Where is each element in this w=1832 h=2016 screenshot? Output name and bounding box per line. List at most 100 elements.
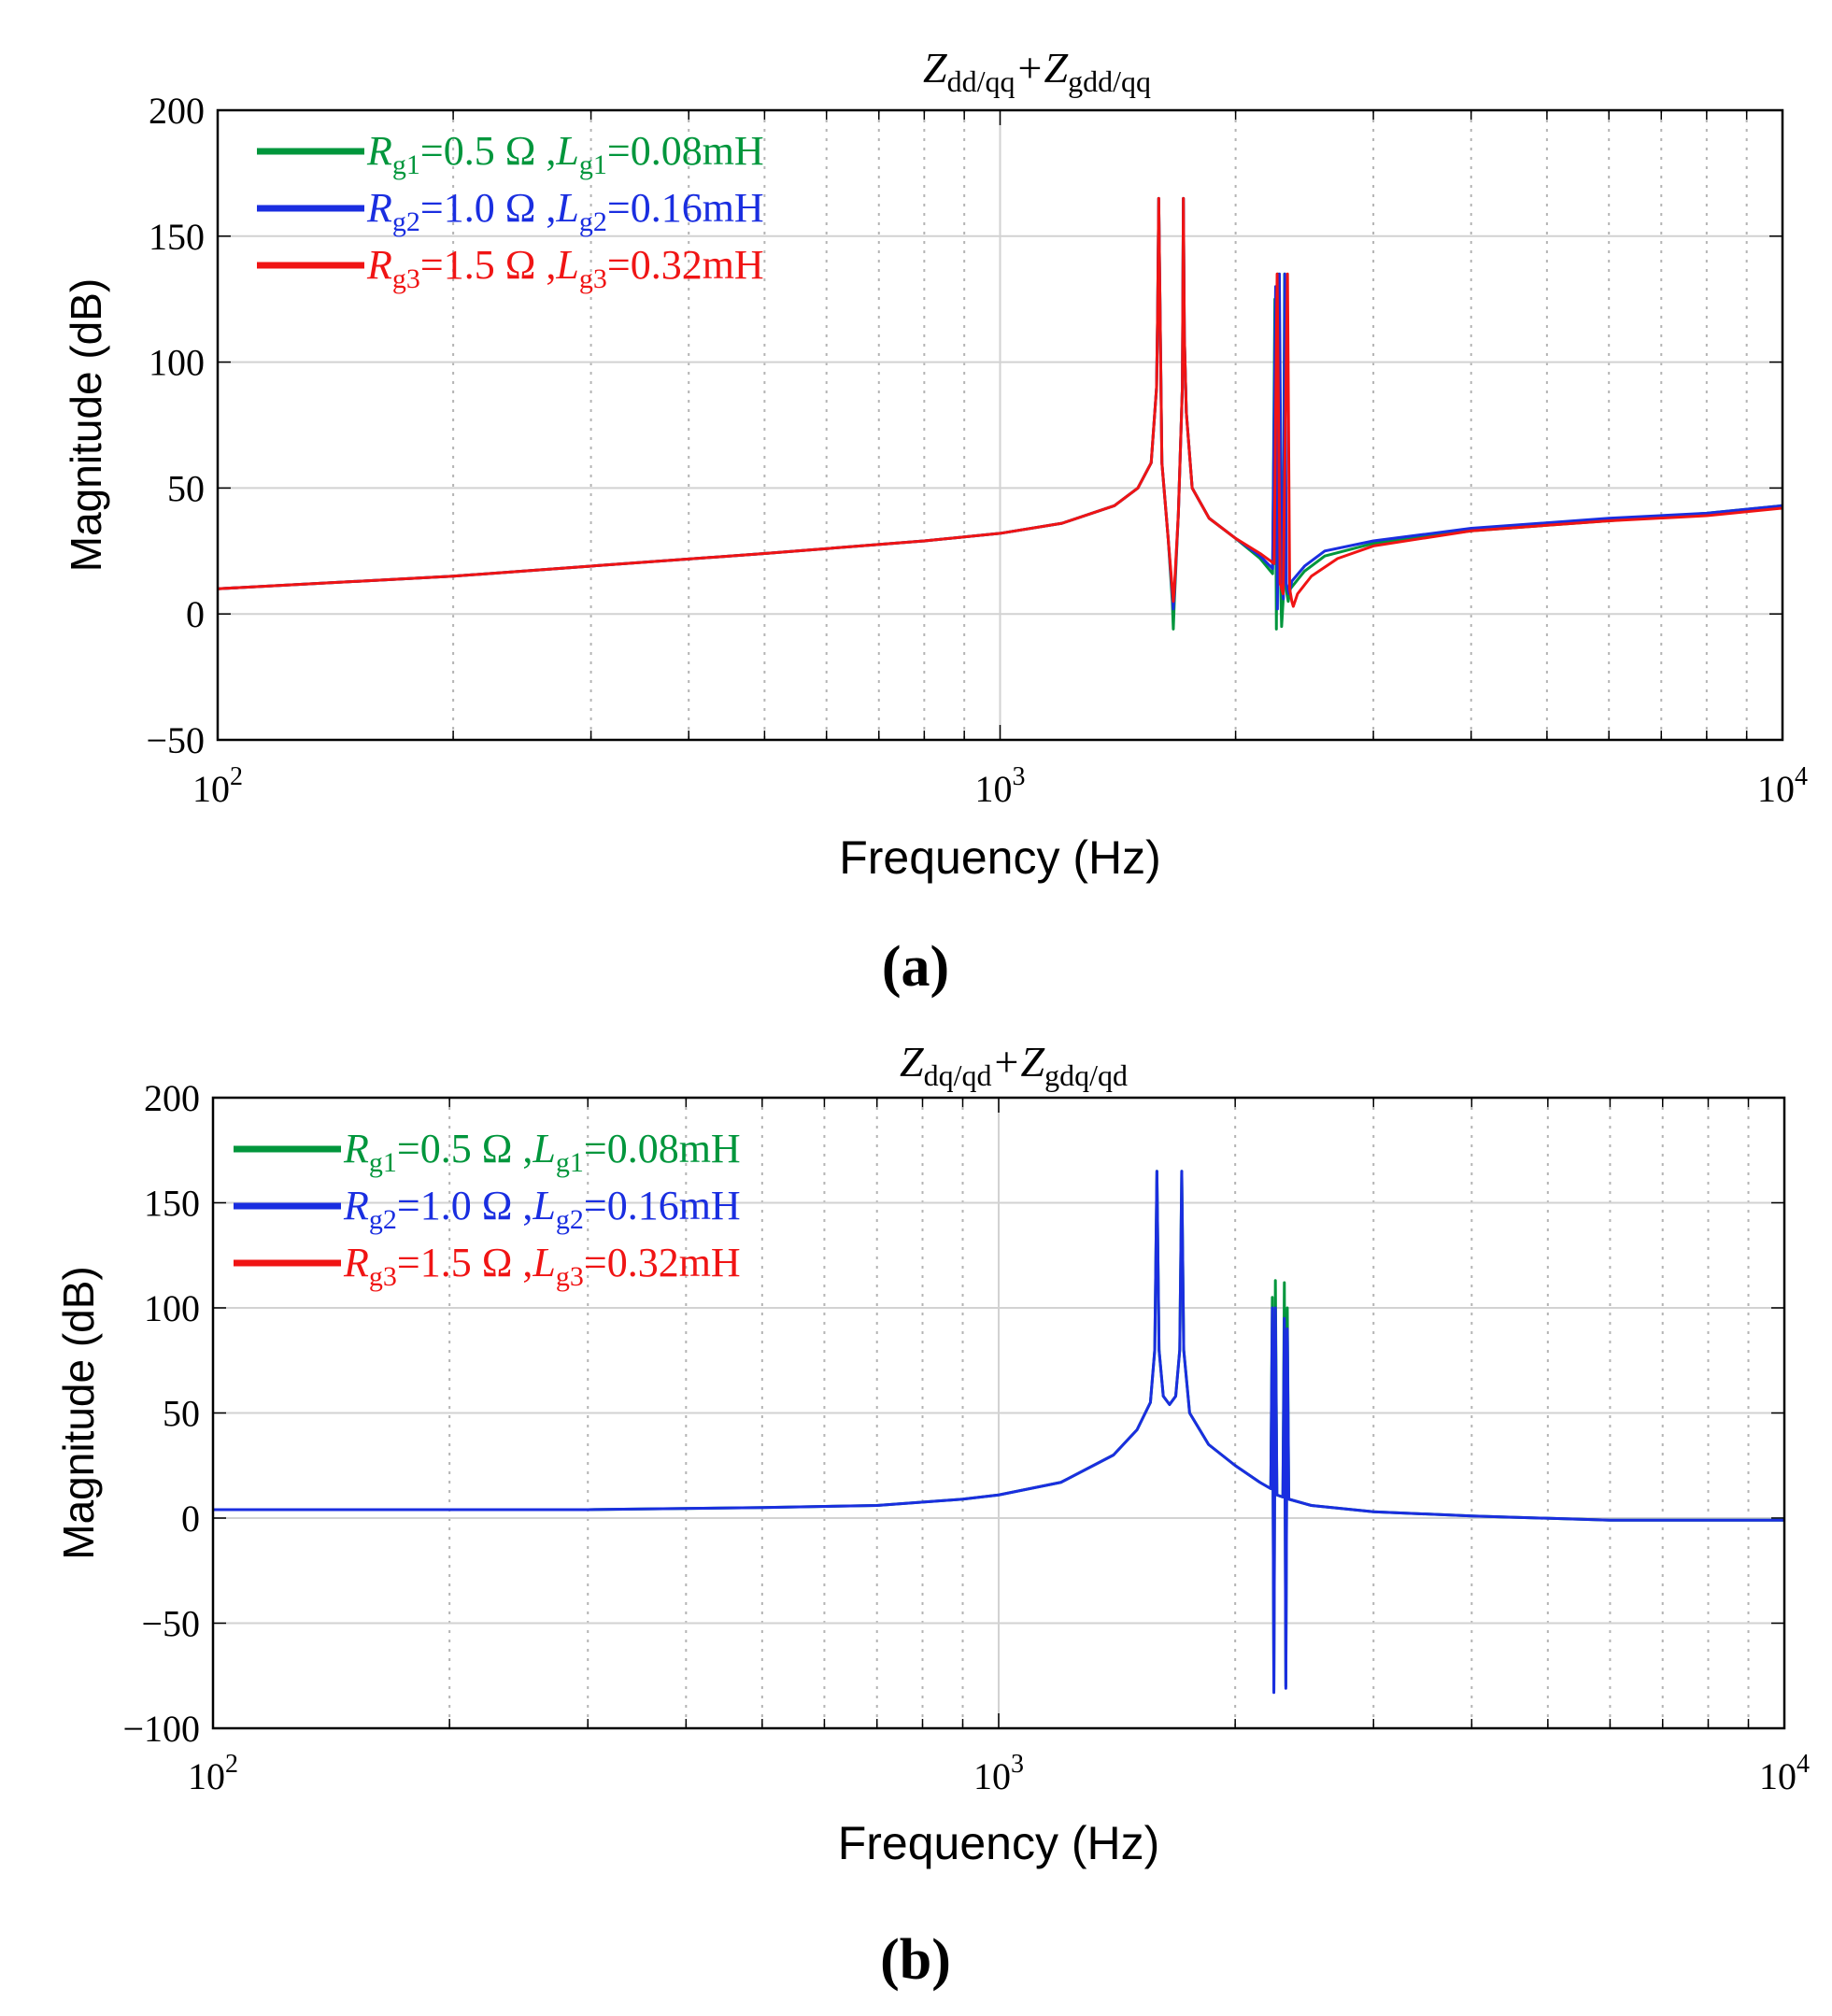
legend-r-value: =1.0 Ω , bbox=[420, 185, 557, 231]
x-tick-base: 10 bbox=[1757, 768, 1795, 810]
series-line-3 bbox=[218, 196, 1782, 608]
legend-l-value: =0.32mH bbox=[607, 242, 764, 288]
legend-l-value: =0.08mH bbox=[607, 128, 764, 174]
y-tick-label: 150 bbox=[149, 216, 205, 258]
legend-l-symbol: L bbox=[532, 1126, 555, 1171]
legend-r-subscript: g1 bbox=[392, 149, 420, 180]
x-tick-label: 104 bbox=[1757, 762, 1808, 810]
plot-frame bbox=[216, 108, 1784, 742]
y-tick-label: 0 bbox=[186, 593, 205, 635]
title-subscript: dq/qd bbox=[924, 1058, 992, 1092]
legend-r-symbol: R bbox=[343, 1126, 369, 1171]
y-tick-label: 100 bbox=[149, 342, 205, 384]
legend-l-symbol: L bbox=[532, 1240, 555, 1285]
grid bbox=[217, 109, 1783, 741]
legend-l-subscript: g3 bbox=[556, 1261, 584, 1292]
legend-r-subscript: g1 bbox=[369, 1147, 397, 1178]
legend-r-subscript: g3 bbox=[392, 263, 420, 294]
panel-label: (b) bbox=[880, 1928, 951, 1992]
y-tick-label: 200 bbox=[149, 90, 205, 132]
legend-l-value: =0.16mH bbox=[607, 185, 764, 231]
y-tick-label: 50 bbox=[163, 1393, 200, 1435]
x-tick-base: 10 bbox=[1759, 1755, 1796, 1797]
legend-entry-2: Rg2=1.0 Ω ,Lg2=0.16mH bbox=[343, 1183, 741, 1235]
title-part: Z bbox=[900, 1038, 924, 1086]
title-part: Z bbox=[923, 44, 947, 92]
legend-r-symbol: R bbox=[343, 1183, 369, 1228]
legend-l-value: =0.08mH bbox=[584, 1126, 741, 1171]
legend-entry-1: Rg1=0.5 Ω ,Lg1=0.08mH bbox=[343, 1126, 741, 1178]
x-tick-label: 103 bbox=[973, 1750, 1024, 1797]
legend-r-value: =1.5 Ω , bbox=[420, 242, 557, 288]
legend-r-value: =1.5 Ω , bbox=[397, 1240, 533, 1285]
legend-entry-1: Rg1=0.5 Ω ,Lg1=0.08mH bbox=[366, 128, 764, 180]
x-tick-exponent: 3 bbox=[1011, 1750, 1024, 1779]
legend-l-subscript: g2 bbox=[579, 206, 607, 237]
y-tick-label: −100 bbox=[122, 1708, 200, 1750]
legend-l-symbol: L bbox=[555, 242, 578, 288]
y-tick-label: 100 bbox=[144, 1287, 200, 1329]
legend-entry-3: Rg3=1.5 Ω ,Lg3=0.32mH bbox=[366, 242, 764, 294]
legend-l-symbol: L bbox=[555, 185, 578, 231]
legend-r-subscript: g3 bbox=[369, 1261, 397, 1292]
x-tick-base: 10 bbox=[975, 768, 1013, 810]
legend-r-subscript: g2 bbox=[369, 1204, 397, 1235]
series-line-2 bbox=[213, 1170, 1784, 1695]
legend-r-symbol: R bbox=[366, 185, 392, 231]
legend-l-subscript: g2 bbox=[556, 1204, 584, 1235]
x-tick-label: 104 bbox=[1759, 1750, 1810, 1797]
x-tick-label: 103 bbox=[975, 762, 1026, 810]
y-tick-label: 150 bbox=[144, 1183, 200, 1225]
x-tick-exponent: 2 bbox=[230, 762, 243, 791]
y-tick-label: −50 bbox=[146, 719, 205, 761]
legend-l-value: =0.32mH bbox=[584, 1240, 741, 1285]
series-lines bbox=[213, 1170, 1784, 1695]
legend-l-symbol: L bbox=[555, 128, 578, 174]
plot-frame bbox=[211, 1096, 1786, 1730]
legend-entry-3: Rg3=1.5 Ω ,Lg3=0.32mH bbox=[343, 1240, 741, 1292]
y-tick-label: 0 bbox=[181, 1498, 200, 1540]
legend-l-subscript: g1 bbox=[579, 149, 607, 180]
x-tick-exponent: 2 bbox=[225, 1750, 238, 1779]
panel-label: (a) bbox=[882, 935, 949, 999]
legend-r-symbol: R bbox=[343, 1240, 369, 1285]
x-tick-base: 10 bbox=[973, 1755, 1011, 1797]
legend-l-value: =0.16mH bbox=[584, 1183, 741, 1228]
x-tick-exponent: 4 bbox=[1795, 762, 1808, 791]
grid bbox=[212, 1097, 1785, 1729]
x-tick-base: 10 bbox=[192, 768, 230, 810]
series-lines bbox=[218, 196, 1782, 631]
x-axis-label: Frequency (Hz) bbox=[839, 831, 1161, 884]
y-axis-label: Magnitude (dB) bbox=[54, 1266, 103, 1560]
title-part: +Z bbox=[1015, 44, 1068, 92]
title-subscript: dd/qq bbox=[947, 64, 1015, 98]
legend-l-subscript: g3 bbox=[579, 263, 607, 294]
x-tick-exponent: 3 bbox=[1013, 762, 1026, 791]
x-axis-label: Frequency (Hz) bbox=[838, 1817, 1160, 1869]
legend-l-subscript: g1 bbox=[556, 1147, 584, 1178]
title-part: +Z bbox=[991, 1038, 1044, 1086]
legend-entry-2: Rg2=1.0 Ω ,Lg2=0.16mH bbox=[366, 185, 764, 237]
y-tick-label: −50 bbox=[141, 1603, 200, 1645]
legend-r-symbol: R bbox=[366, 242, 392, 288]
legend-l-symbol: L bbox=[532, 1183, 555, 1228]
y-axis-label: Magnitude (dB) bbox=[62, 278, 110, 573]
legend-r-subscript: g2 bbox=[392, 206, 420, 237]
chart-title: Zdd/qq+Zgdd/qq bbox=[923, 44, 1151, 98]
y-tick-label: 50 bbox=[167, 467, 205, 509]
y-tick-label: 200 bbox=[144, 1077, 200, 1119]
legend-r-symbol: R bbox=[366, 128, 392, 174]
legend-r-value: =0.5 Ω , bbox=[397, 1126, 533, 1171]
legend-r-value: =1.0 Ω , bbox=[397, 1183, 533, 1228]
title-subscript: gdq/qd bbox=[1044, 1058, 1128, 1092]
x-tick-base: 10 bbox=[188, 1755, 225, 1797]
x-tick-label: 102 bbox=[188, 1750, 238, 1797]
x-tick-exponent: 4 bbox=[1796, 1750, 1810, 1779]
chart-title: Zdq/qd+Zgdq/qd bbox=[900, 1038, 1128, 1092]
title-subscript: gdd/qq bbox=[1068, 64, 1151, 98]
